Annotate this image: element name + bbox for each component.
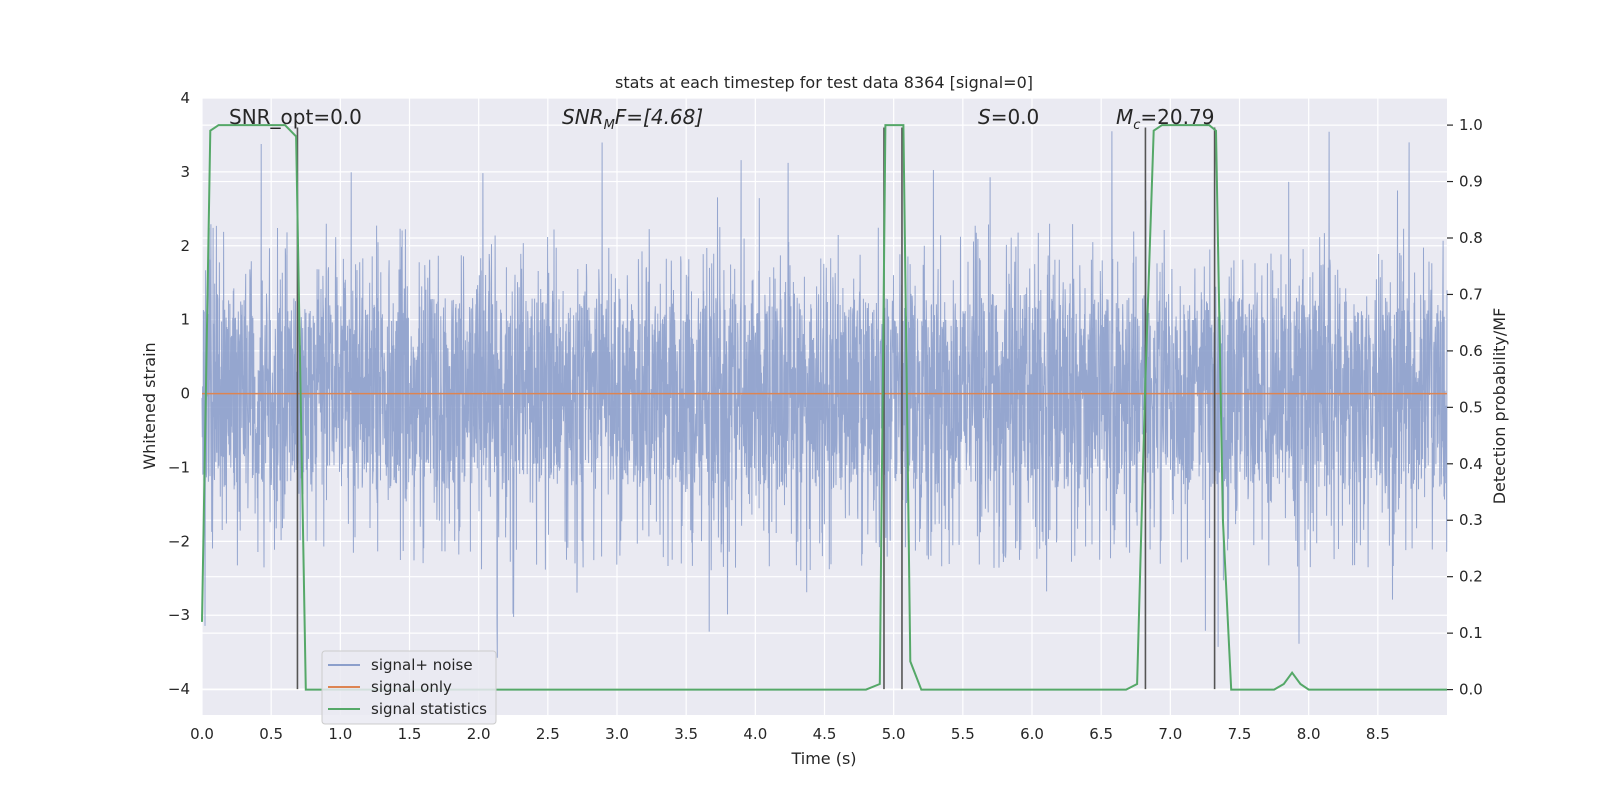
- y-right-tick-label: 0.4: [1459, 455, 1483, 473]
- legend-label-statistics: signal statistics: [371, 700, 487, 718]
- y-left-tick-label: −4: [168, 680, 190, 698]
- x-tick-label: 1.0: [328, 725, 352, 743]
- x-tick-label: 8.0: [1297, 725, 1321, 743]
- noise-trace-series: [201, 131, 1448, 658]
- legend: signal+ noise signal only signal statist…: [321, 650, 497, 725]
- x-tick-label: 0.5: [259, 725, 283, 743]
- y-right-tick-label: 0.6: [1459, 342, 1483, 360]
- y-left-tick-label: 4: [180, 89, 190, 107]
- y-left-axis-ticks: 4 3 2 1 0 −1 −2 −3 −4: [168, 89, 190, 698]
- x-tick-label: 8.5: [1366, 725, 1390, 743]
- y-left-tick-label: −3: [168, 606, 190, 624]
- x-axis-ticks: 0.0 0.5 1.0 1.5 2.0 2.5 3.0 3.5 4.0 4.5 5.0 5.5 6.0 6…: [190, 725, 1390, 743]
- x-tick-label: 3.0: [605, 725, 629, 743]
- y-left-tick-label: 3: [180, 163, 190, 181]
- y-right-tick-label: 0.2: [1459, 568, 1483, 586]
- x-tick-label: 5.0: [882, 725, 906, 743]
- x-tick-label: 0.0: [190, 725, 214, 743]
- y-right-tick-label: 0.3: [1459, 511, 1483, 529]
- x-tick-label: 6.5: [1089, 725, 1113, 743]
- y-right-axis-label: Detection probability/MF: [1490, 308, 1509, 505]
- legend-box: [321, 650, 497, 725]
- legend-label-signal: signal only: [371, 678, 452, 696]
- annotation-snr-opt: SNR_opt=0.0: [229, 105, 362, 129]
- x-tick-label: 7.5: [1228, 725, 1252, 743]
- y-left-tick-label: −1: [168, 458, 190, 476]
- y-right-tick-label: 0.1: [1459, 624, 1483, 642]
- y-left-tick-label: 2: [180, 237, 190, 255]
- x-axis-label: Time (s): [790, 749, 856, 768]
- chart-title: stats at each timestep for test data 836…: [615, 73, 1033, 92]
- annotation-s: S=0.0: [978, 105, 1039, 129]
- x-tick-label: 1.5: [398, 725, 422, 743]
- y-left-tick-label: 0: [180, 385, 190, 403]
- legend-label-noise: signal+ noise: [371, 656, 473, 674]
- y-left-tick-label: −2: [168, 532, 190, 550]
- y-left-tick-label: 1: [180, 311, 190, 329]
- x-tick-label: 4.0: [743, 725, 767, 743]
- noise-trace-line: [201, 131, 1448, 658]
- y-right-tick-label: 0.7: [1459, 285, 1483, 303]
- x-tick-label: 2.5: [536, 725, 560, 743]
- y-left-axis-label: Whitened strain: [140, 342, 159, 469]
- signal-statistics-line: [201, 124, 1447, 691]
- y-right-tick-label: 0.9: [1459, 173, 1483, 191]
- annotation-mc: Mc=20.79: [1116, 105, 1214, 133]
- signal-statistics-series: [201, 124, 1447, 691]
- x-tick-label: 4.5: [813, 725, 837, 743]
- x-tick-label: 3.5: [674, 725, 698, 743]
- x-tick-label: 6.0: [1020, 725, 1044, 743]
- x-tick-label: 2.0: [467, 725, 491, 743]
- y-right-tick-label: 1.0: [1459, 116, 1483, 134]
- x-tick-label: 5.5: [951, 725, 975, 743]
- y-right-axis-ticks: 1.0 0.9 0.8 0.7 0.6 0.5 0.4 0.3 0.2 0.1 0.0: [1447, 116, 1483, 699]
- y-right-tick-label: 0.8: [1459, 229, 1483, 247]
- x-tick-label: 7.0: [1158, 725, 1182, 743]
- y-right-tick-label: 0.5: [1459, 398, 1483, 416]
- y-right-tick-label: 0.0: [1459, 681, 1483, 699]
- annotation-snr-mf: SNRMF=[4.68]: [562, 105, 703, 133]
